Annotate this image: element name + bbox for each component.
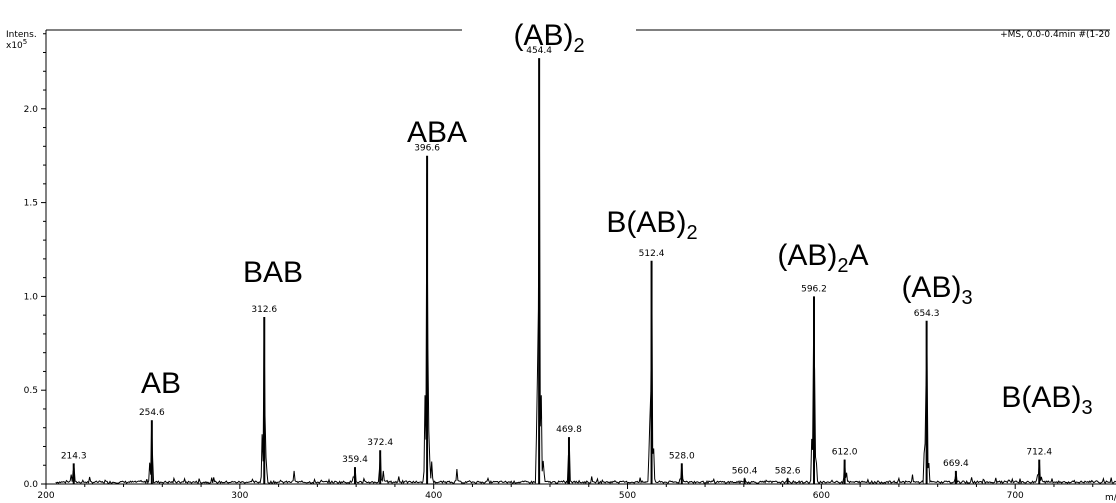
peak-label: 454.4 xyxy=(526,46,552,56)
annotation-label: ABA xyxy=(407,116,467,149)
annotation-subscript: 2 xyxy=(686,222,697,244)
peak-label: 612.0 xyxy=(832,448,858,458)
peak-label: 596.2 xyxy=(801,284,827,294)
annotation-base: AB xyxy=(141,367,181,400)
annotation-base: (AB) xyxy=(777,239,837,272)
y-tick-label: 1.5 xyxy=(24,199,38,209)
annotation-subscript: 3 xyxy=(1081,397,1092,419)
x-tick-label: 600 xyxy=(813,491,830,501)
y-axis-scale-base: x10 xyxy=(6,41,23,51)
y-tick-label: 2.0 xyxy=(24,105,39,115)
y-axis-scale: x105 xyxy=(6,38,27,51)
peak-label: 469.8 xyxy=(556,425,582,435)
peak-label: 528.0 xyxy=(669,451,695,461)
annotation-base: B(AB) xyxy=(606,206,686,239)
annotation-base: (AB) xyxy=(901,271,961,304)
y-tick-label: 0.0 xyxy=(24,480,39,490)
peak-label: 712.4 xyxy=(1026,448,1052,458)
spectrum-trace-layer xyxy=(55,58,1116,485)
annotation-base: BAB xyxy=(243,256,303,289)
y-axis-scale-exponent: 5 xyxy=(23,38,27,46)
y-axis-label: Intens. xyxy=(6,30,37,40)
peak-label: 512.4 xyxy=(639,249,665,259)
peak-label: 582.6 xyxy=(775,466,801,476)
peak-label: 654.3 xyxy=(914,309,940,319)
peak-label: 254.6 xyxy=(139,408,165,418)
peak-label: 396.6 xyxy=(414,144,440,154)
spectrum-line xyxy=(55,81,1116,485)
x-tick-label: 500 xyxy=(619,491,636,501)
peak-label: 560.4 xyxy=(732,466,758,476)
annotation-subscript: 2 xyxy=(573,35,584,57)
annotation-label: (AB)2A xyxy=(777,239,868,277)
acquisition-info: +MS, 0.0-0.4min #(1-20 xyxy=(1000,30,1110,40)
peak-label: 214.3 xyxy=(61,451,87,461)
axes-layer: 200 300 400 500 600 700 0.0 0.5 1.0 1.5 2.0 xyxy=(24,29,1116,501)
peak-label: 372.4 xyxy=(367,438,393,448)
annotation-label: B(AB)2 xyxy=(606,206,697,244)
x-axis-label: m/z xyxy=(1105,493,1116,503)
x-tick-label: 200 xyxy=(37,491,54,501)
annotation-base: B(AB) xyxy=(1001,381,1081,414)
annotation-tail: A xyxy=(849,239,869,272)
peak-label-layer: 214.3 254.6 312.6 359.4 372.4 396.6 454.4 469.8… xyxy=(61,19,1093,476)
annotation-label: AB xyxy=(141,367,181,400)
peak-label: 312.6 xyxy=(251,305,277,315)
annotation-base: (AB) xyxy=(513,19,573,52)
y-tick-label: 1.0 xyxy=(24,292,39,302)
annotation-label: (AB)3 xyxy=(901,271,972,309)
peak-label: 359.4 xyxy=(342,455,368,465)
annotation-base: ABA xyxy=(407,116,467,149)
y-tick-label: 0.5 xyxy=(24,386,38,396)
annotation-label: BAB xyxy=(243,256,303,289)
x-tick-label: 300 xyxy=(231,491,248,501)
annotation-subscript: 2 xyxy=(837,255,848,277)
x-tick-label: 700 xyxy=(1007,491,1024,501)
annotation-label: B(AB)3 xyxy=(1001,381,1092,419)
peak-label: 669.4 xyxy=(943,459,969,469)
annotation-subscript: 3 xyxy=(961,287,972,309)
annotation-label: (AB)2 xyxy=(513,19,584,57)
x-tick-label: 400 xyxy=(425,491,442,501)
